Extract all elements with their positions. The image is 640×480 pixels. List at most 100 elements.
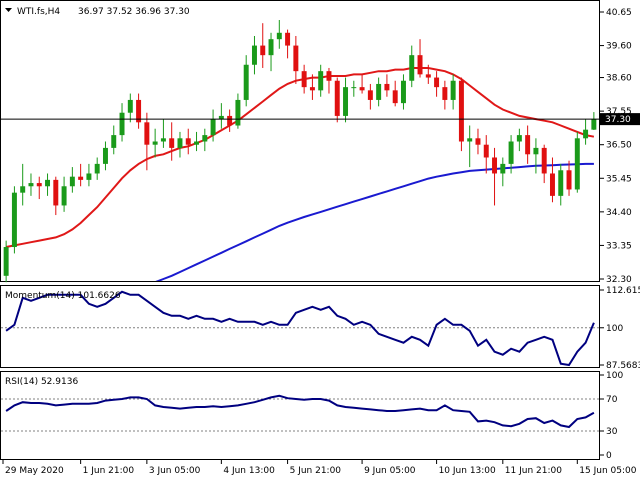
rsi-tick-label: 70	[606, 395, 618, 405]
momentum-title: Momentum(14) 101.6626	[5, 291, 121, 301]
candle-bull	[583, 129, 589, 139]
time-tick-label: 29 May 2020	[5, 466, 64, 476]
price-tick-label: 33.35	[606, 241, 632, 251]
price-tick-label: 34.40	[606, 208, 632, 218]
candle-bear	[36, 183, 42, 187]
candle-bull	[276, 32, 282, 40]
candle-bear	[169, 138, 175, 148]
chart-header-ohlc: 36.97 37.52 36.96 37.30	[78, 7, 190, 17]
candle-bull	[500, 163, 506, 174]
time-tick-label: 15 Jun 05:00	[579, 466, 636, 476]
candle-bear	[417, 55, 423, 75]
candle-bull	[160, 138, 166, 142]
ma-slow-line	[155, 162, 594, 281]
candle-bull	[243, 64, 249, 100]
candle-bear	[359, 87, 365, 91]
candle-bull	[218, 115, 224, 120]
time-tick-label: 5 Jun 21:00	[290, 466, 342, 476]
candle-bear	[334, 80, 340, 116]
candle-bull	[177, 138, 183, 148]
candle-bear	[492, 157, 498, 174]
candle-bear	[136, 99, 142, 123]
candle-bull	[152, 141, 158, 145]
candle-bear	[425, 74, 431, 78]
candle-bull	[102, 147, 108, 164]
time-tick-label: 10 Jun 13:00	[439, 466, 496, 476]
price-tick-label: 32.30	[606, 275, 632, 285]
candle-bull	[351, 87, 357, 89]
candle-bear	[293, 45, 299, 72]
candle-bear	[227, 115, 233, 126]
candle-bear	[326, 71, 332, 81]
momentum-tick-label: 87.5683	[606, 361, 640, 371]
candle-bear	[549, 173, 555, 196]
price-tick-label: 37.55	[606, 107, 632, 117]
header-dropdown-icon[interactable]	[5, 8, 12, 12]
candle-bull	[467, 138, 473, 142]
rsi-axis: 100 70 30 0	[600, 371, 623, 461]
current-price-label: 37.30	[605, 115, 631, 125]
candle-bull	[202, 135, 208, 142]
price-tick-label: 35.45	[606, 174, 632, 184]
candle-bull	[94, 163, 100, 174]
candle-bull	[61, 186, 67, 206]
time-tick-label: 11 Jun 21:00	[505, 466, 562, 476]
time-tick-label: 9 Jun 05:00	[364, 466, 416, 476]
candle-bull	[210, 119, 216, 136]
momentum-polyline	[5, 290, 595, 367]
candle-bear	[483, 144, 489, 158]
candle-bull	[45, 179, 51, 187]
candle-bear	[392, 90, 398, 104]
candle-bull	[533, 147, 539, 155]
momentum-line	[5, 290, 595, 367]
candle-bull	[318, 71, 324, 91]
candle-bull	[508, 141, 514, 164]
rsi-panel-frame	[0, 371, 600, 460]
momentum-panel-frame	[0, 285, 600, 368]
candle-bull	[111, 135, 117, 148]
candles-group	[3, 19, 597, 283]
candle-bull	[127, 99, 133, 113]
candle-bull	[69, 176, 75, 187]
candle-bull	[574, 138, 580, 190]
rsi-line	[5, 394, 595, 429]
candle-bull	[11, 192, 17, 248]
candle-bull	[450, 80, 456, 100]
candle-bear	[367, 90, 373, 100]
rsi-title: RSI(14) 52.9136	[5, 377, 78, 387]
candle-bull	[235, 99, 241, 126]
candle-bull	[376, 83, 382, 100]
momentum-tick-label: 100	[606, 324, 623, 334]
rsi-tick-label: 0	[606, 451, 612, 461]
candle-bull	[558, 170, 564, 196]
time-axis: 29 May 2020 1 Jun 21:00 3 Jun 05:00 4 Jun 1…	[2, 460, 637, 476]
momentum-axis: 112.6155 100 87.5683	[600, 286, 640, 371]
candle-bull	[516, 135, 522, 142]
candle-bear	[384, 83, 390, 91]
candle-bull	[268, 39, 274, 56]
candle-bull	[194, 141, 200, 145]
price-tick-label: 38.60	[606, 74, 632, 84]
candle-bull	[86, 173, 92, 180]
candle-bear	[434, 77, 440, 88]
rsi-polyline	[5, 394, 595, 429]
momentum-tick-label: 112.6155	[606, 286, 640, 296]
candle-bear	[525, 135, 531, 155]
candle-bear	[458, 80, 464, 142]
candle-bull	[20, 186, 26, 193]
rsi-tick-label: 30	[606, 427, 618, 437]
ma-slow-polyline	[155, 162, 594, 281]
time-tick-label: 3 Jun 05:00	[149, 466, 201, 476]
price-panel-frame	[0, 0, 600, 282]
price-axis: 40.65 39.60 38.60 37.55 36.50 35.45 34.40 33.35…	[600, 8, 632, 285]
ma-fast-line	[5, 67, 595, 248]
candle-bear	[475, 138, 481, 145]
candle-bear	[260, 45, 266, 56]
candle-bull	[343, 87, 349, 116]
candle-bull	[3, 247, 9, 276]
candle-bull	[28, 183, 34, 187]
candle-bear	[566, 170, 572, 190]
current-price-tag	[600, 113, 640, 126]
candle-bear	[285, 32, 291, 46]
